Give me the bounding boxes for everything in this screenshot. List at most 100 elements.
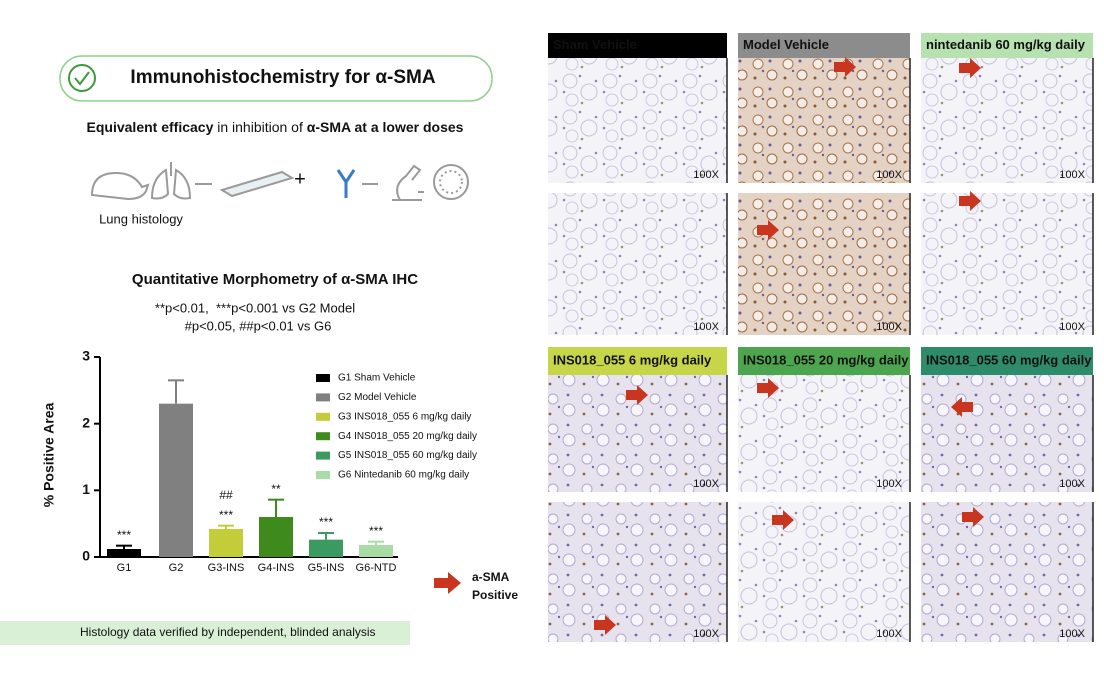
panel-label: nintedanib 60 mg/kg daily (926, 37, 1086, 52)
microscope-icon (392, 164, 424, 201)
plus-sign: + (294, 168, 306, 190)
histology-panels: Sham Vehicle 100X 100X Model Vehicle 100X 100… (548, 33, 1094, 642)
marker-arrow (962, 507, 984, 527)
marker-arrow (959, 191, 981, 211)
magnification-label: 100X (693, 628, 719, 640)
dish-icon (439, 170, 463, 194)
workflow-icons (90, 162, 469, 201)
x-tick-label: G5-INS (308, 562, 345, 574)
legend-swatch (316, 471, 330, 479)
legend-label: G5 INS018_055 60 mg/kg daily (338, 450, 477, 461)
mouse-icon (90, 171, 150, 201)
bar (107, 549, 141, 557)
panel-label: INS018_055 60 mg/kg daily (926, 352, 1092, 367)
legend-label: G6 Nintedanib 60 mg/kg daily (338, 470, 469, 481)
histology-image (921, 502, 1093, 642)
magnification-label: 100X (693, 169, 719, 181)
significance-label: ## (219, 488, 233, 502)
legend-swatch (316, 412, 330, 421)
x-tick-label: G6-NTD (356, 562, 397, 574)
bar (159, 403, 193, 557)
legend-swatch (316, 451, 330, 460)
histology-image (738, 193, 910, 335)
bar (309, 539, 343, 557)
marker-arrow (757, 378, 779, 398)
workflow-label: Lung histology (99, 211, 183, 226)
subheading: Equivalent efficacy in inhibition of α-S… (87, 119, 464, 135)
magnification-label: 100X (1059, 169, 1085, 181)
subheading-part: in inhibition of (213, 119, 306, 135)
legend-label: G4 INS018_055 20 mg/kg daily (338, 431, 477, 442)
check-icon (74, 71, 90, 86)
magnification-label: 100X (1059, 628, 1085, 640)
bar-chart: 0 1 2 3 *** G1 G2 *** ## G3-INS ** G4-INS *** G5-INS *… (82, 348, 477, 574)
panel-label-bg (921, 347, 1093, 375)
histology-image (548, 193, 727, 335)
legend-swatch (316, 374, 330, 382)
header-title: Immunohistochemistry for α-SMA (130, 67, 435, 88)
bar (359, 545, 393, 557)
significance-label: *** (319, 515, 333, 529)
significance-label: *** (219, 508, 233, 522)
magnification-label: 100X (1059, 321, 1085, 333)
panel-label: INS018_055 6 mg/kg daily (553, 352, 712, 367)
marker-arrow (959, 58, 981, 78)
histology-image (548, 502, 727, 642)
subheading-part: Equivalent efficacy (87, 119, 214, 135)
histology-image (921, 58, 1093, 183)
marker-arrow (834, 57, 856, 77)
header-pill (59, 55, 493, 102)
magnification-label: 100X (876, 321, 902, 333)
histology-image (738, 58, 910, 183)
x-tick-label: G2 (169, 562, 184, 574)
magnification-label: 100X (876, 169, 902, 181)
y-tick-label: 0 (82, 548, 90, 564)
y-tick-label: 3 (82, 348, 90, 364)
histology-image (738, 375, 910, 492)
dish-icon (433, 164, 469, 200)
legend-label: G2 Model Vehicle (338, 392, 417, 403)
y-tick-label: 1 (82, 481, 90, 497)
check-icon (68, 64, 96, 92)
slide-icon (219, 170, 295, 198)
panel-label: Model Vehicle (743, 37, 829, 52)
significance-label: ** (271, 482, 281, 496)
magnification-label: 100X (876, 628, 902, 640)
footer-band (0, 621, 410, 645)
panel-label-bg (738, 33, 910, 58)
magnification-label: 100X (693, 321, 719, 333)
legend-label: G1 Sham Vehicle (338, 373, 416, 384)
panel-label: INS018_055 20 mg/kg daily (743, 352, 909, 367)
y-axis-title: % Positive Area (41, 403, 57, 508)
marker-arrow (626, 385, 648, 405)
bar (259, 517, 293, 557)
marker-arrow (434, 572, 461, 594)
legend-swatch (316, 393, 330, 402)
marker-arrow (757, 220, 779, 240)
subheading-part: α-SMA at a lower doses (307, 119, 464, 135)
panel-label-bg (738, 347, 910, 375)
marker-arrow (772, 510, 794, 530)
histology-image (548, 58, 727, 183)
chart-subtitle: #p<0.05, ##p<0.01 vs G6 (185, 318, 332, 333)
x-tick-label: G3-INS (208, 562, 245, 574)
x-tick-label: G1 (117, 562, 132, 574)
chart-subtitle: **p<0.01, ***p<0.001 vs G2 Model (155, 300, 355, 315)
marker-legend-text: a-SMA (472, 570, 510, 584)
significance-label: *** (369, 524, 383, 538)
antibody-icon (336, 169, 356, 198)
lung-icon (150, 162, 192, 200)
panel-label-bg (921, 33, 1093, 58)
marker-arrow (951, 397, 973, 417)
magnification-label: 100X (693, 478, 719, 490)
marker-legend-text: Positive (472, 588, 518, 602)
panel-label-bg (548, 347, 727, 375)
histology-image (738, 502, 910, 642)
histology-image (921, 375, 1093, 492)
chart-title: Quantitative Morphometry of α-SMA IHC (132, 271, 418, 288)
panel-label: Sham Vehicle (553, 37, 637, 52)
legend-swatch (316, 432, 330, 441)
marker-arrow (594, 615, 616, 635)
y-tick-label: 2 (82, 414, 90, 430)
